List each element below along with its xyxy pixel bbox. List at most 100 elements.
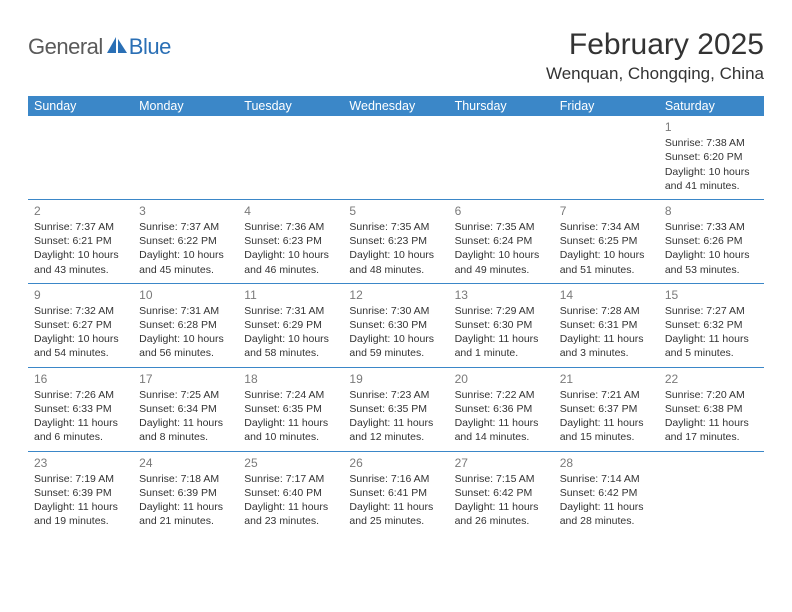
day-number: 18 <box>244 371 337 387</box>
sunset-line: Sunset: 6:22 PM <box>139 234 232 248</box>
daylight-line: Daylight: 10 hours <box>139 248 232 262</box>
daylight-line: Daylight: 11 hours <box>560 416 653 430</box>
logo: General Blue <box>28 34 171 60</box>
sunrise-line: Sunrise: 7:24 AM <box>244 388 337 402</box>
daylight-line: Daylight: 10 hours <box>560 248 653 262</box>
day-number: 9 <box>34 287 127 303</box>
daylight-line: and 53 minutes. <box>665 263 758 277</box>
sunset-line: Sunset: 6:23 PM <box>349 234 442 248</box>
calendar-week-row: 9Sunrise: 7:32 AMSunset: 6:27 PMDaylight… <box>28 283 764 367</box>
sunset-line: Sunset: 6:37 PM <box>560 402 653 416</box>
daylight-line: and 41 minutes. <box>665 179 758 193</box>
day-number: 17 <box>139 371 232 387</box>
calendar-day-cell <box>28 116 133 199</box>
calendar-day-cell: 8Sunrise: 7:33 AMSunset: 6:26 PMDaylight… <box>659 199 764 283</box>
weekday-header: Thursday <box>449 96 554 116</box>
sail-icon <box>107 36 129 57</box>
daylight-line: Daylight: 11 hours <box>560 332 653 346</box>
day-number: 27 <box>455 455 548 471</box>
sunrise-line: Sunrise: 7:38 AM <box>665 136 758 150</box>
day-number: 10 <box>139 287 232 303</box>
calendar-day-cell: 14Sunrise: 7:28 AMSunset: 6:31 PMDayligh… <box>554 283 659 367</box>
daylight-line: and 14 minutes. <box>455 430 548 444</box>
sunset-line: Sunset: 6:40 PM <box>244 486 337 500</box>
title-block: February 2025 Wenquan, Chongqing, China <box>546 28 764 84</box>
daylight-line: Daylight: 11 hours <box>665 416 758 430</box>
day-number: 14 <box>560 287 653 303</box>
daylight-line: Daylight: 10 hours <box>34 332 127 346</box>
daylight-line: Daylight: 10 hours <box>455 248 548 262</box>
sunset-line: Sunset: 6:30 PM <box>349 318 442 332</box>
daylight-line: and 10 minutes. <box>244 430 337 444</box>
sunset-line: Sunset: 6:30 PM <box>455 318 548 332</box>
calendar-day-cell: 12Sunrise: 7:30 AMSunset: 6:30 PMDayligh… <box>343 283 448 367</box>
daylight-line: and 28 minutes. <box>560 514 653 528</box>
day-number: 21 <box>560 371 653 387</box>
sunset-line: Sunset: 6:29 PM <box>244 318 337 332</box>
sunset-line: Sunset: 6:20 PM <box>665 150 758 164</box>
sunrise-line: Sunrise: 7:26 AM <box>34 388 127 402</box>
calendar-day-cell: 5Sunrise: 7:35 AMSunset: 6:23 PMDaylight… <box>343 199 448 283</box>
sunrise-line: Sunrise: 7:25 AM <box>139 388 232 402</box>
daylight-line: Daylight: 10 hours <box>244 332 337 346</box>
daylight-line: and 21 minutes. <box>139 514 232 528</box>
sunset-line: Sunset: 6:27 PM <box>34 318 127 332</box>
calendar-day-cell: 23Sunrise: 7:19 AMSunset: 6:39 PMDayligh… <box>28 451 133 534</box>
daylight-line: Daylight: 10 hours <box>349 332 442 346</box>
calendar-day-cell: 26Sunrise: 7:16 AMSunset: 6:41 PMDayligh… <box>343 451 448 534</box>
calendar-day-cell: 15Sunrise: 7:27 AMSunset: 6:32 PMDayligh… <box>659 283 764 367</box>
calendar-day-cell: 11Sunrise: 7:31 AMSunset: 6:29 PMDayligh… <box>238 283 343 367</box>
sunset-line: Sunset: 6:35 PM <box>244 402 337 416</box>
location: Wenquan, Chongqing, China <box>546 64 764 84</box>
daylight-line: Daylight: 10 hours <box>244 248 337 262</box>
daylight-line: Daylight: 11 hours <box>244 500 337 514</box>
sunrise-line: Sunrise: 7:21 AM <box>560 388 653 402</box>
sunrise-line: Sunrise: 7:37 AM <box>34 220 127 234</box>
day-number: 3 <box>139 203 232 219</box>
daylight-line: Daylight: 11 hours <box>455 416 548 430</box>
daylight-line: and 23 minutes. <box>244 514 337 528</box>
calendar-day-cell: 22Sunrise: 7:20 AMSunset: 6:38 PMDayligh… <box>659 367 764 451</box>
sunrise-line: Sunrise: 7:14 AM <box>560 472 653 486</box>
day-number: 19 <box>349 371 442 387</box>
daylight-line: and 19 minutes. <box>34 514 127 528</box>
daylight-line: and 1 minute. <box>455 346 548 360</box>
sunrise-line: Sunrise: 7:20 AM <box>665 388 758 402</box>
weekday-header-row: Sunday Monday Tuesday Wednesday Thursday… <box>28 96 764 116</box>
day-number: 6 <box>455 203 548 219</box>
calendar-day-cell: 16Sunrise: 7:26 AMSunset: 6:33 PMDayligh… <box>28 367 133 451</box>
daylight-line: and 49 minutes. <box>455 263 548 277</box>
sunrise-line: Sunrise: 7:30 AM <box>349 304 442 318</box>
sunrise-line: Sunrise: 7:23 AM <box>349 388 442 402</box>
sunset-line: Sunset: 6:39 PM <box>34 486 127 500</box>
daylight-line: and 15 minutes. <box>560 430 653 444</box>
weekday-header: Sunday <box>28 96 133 116</box>
day-number: 11 <box>244 287 337 303</box>
weekday-header: Tuesday <box>238 96 343 116</box>
calendar-day-cell: 25Sunrise: 7:17 AMSunset: 6:40 PMDayligh… <box>238 451 343 534</box>
daylight-line: Daylight: 11 hours <box>560 500 653 514</box>
daylight-line: and 26 minutes. <box>455 514 548 528</box>
calendar-day-cell: 17Sunrise: 7:25 AMSunset: 6:34 PMDayligh… <box>133 367 238 451</box>
calendar-day-cell: 7Sunrise: 7:34 AMSunset: 6:25 PMDaylight… <box>554 199 659 283</box>
sunset-line: Sunset: 6:26 PM <box>665 234 758 248</box>
daylight-line: Daylight: 11 hours <box>34 416 127 430</box>
day-number: 23 <box>34 455 127 471</box>
day-number: 4 <box>244 203 337 219</box>
calendar-day-cell <box>554 116 659 199</box>
sunrise-line: Sunrise: 7:31 AM <box>139 304 232 318</box>
calendar-day-cell <box>659 451 764 534</box>
sunrise-line: Sunrise: 7:19 AM <box>34 472 127 486</box>
daylight-line: Daylight: 10 hours <box>34 248 127 262</box>
daylight-line: and 5 minutes. <box>665 346 758 360</box>
calendar-table: Sunday Monday Tuesday Wednesday Thursday… <box>28 96 764 534</box>
sunset-line: Sunset: 6:21 PM <box>34 234 127 248</box>
calendar-day-cell: 20Sunrise: 7:22 AMSunset: 6:36 PMDayligh… <box>449 367 554 451</box>
sunrise-line: Sunrise: 7:15 AM <box>455 472 548 486</box>
logo-text-general: General <box>28 34 103 60</box>
page-header: General Blue February 2025 Wenquan, Chon… <box>28 28 764 84</box>
sunrise-line: Sunrise: 7:28 AM <box>560 304 653 318</box>
sunset-line: Sunset: 6:42 PM <box>455 486 548 500</box>
calendar-day-cell: 9Sunrise: 7:32 AMSunset: 6:27 PMDaylight… <box>28 283 133 367</box>
calendar-day-cell: 1Sunrise: 7:38 AMSunset: 6:20 PMDaylight… <box>659 116 764 199</box>
